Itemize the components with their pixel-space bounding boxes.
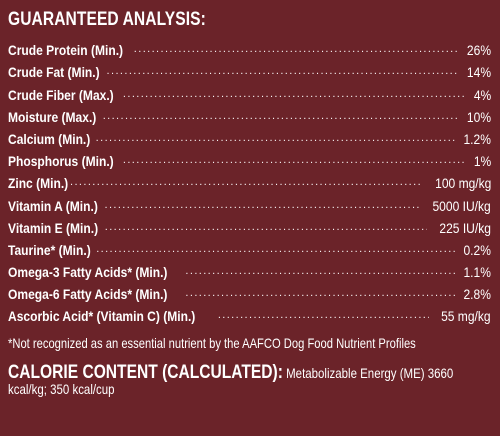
nutrient-value: 100 mg/kg <box>434 175 491 192</box>
nutrient-label: Vitamin E (Min.) <box>8 219 99 236</box>
leader-dots: ........................................… <box>122 154 467 167</box>
leader-dots: ........................................… <box>133 43 459 56</box>
analysis-row: Crude Fiber (Max.) .....................… <box>8 80 491 103</box>
analysis-row: Phosphorus (Min.) ......................… <box>8 147 491 169</box>
nutrient-value: 4% <box>473 86 491 103</box>
nutrient-label: Crude Fiber (Max.) <box>8 86 114 103</box>
analysis-row: Zinc (Min.) ............................… <box>8 169 491 191</box>
analysis-row: Taurine* (Min.) ........................… <box>8 236 491 258</box>
nutrient-value: 0.2% <box>463 241 491 258</box>
nutrient-value: 55 mg/kg <box>441 308 491 325</box>
leader-dots: ........................................… <box>106 65 459 78</box>
leader-dots: ........................................… <box>104 198 420 211</box>
analysis-row: Crude Protein (Min.) ...................… <box>8 36 491 58</box>
nutrient-label: Moisture (Max.) <box>8 108 97 125</box>
leader-dots: ........................................… <box>102 109 459 122</box>
analysis-row: Omega-3 Fatty Acids* (Min.) ............… <box>8 258 491 280</box>
nutrient-value: 1.1% <box>463 264 491 281</box>
leader-dots: ........................................… <box>185 265 455 278</box>
analysis-table: Crude Protein (Min.) ...................… <box>8 36 491 324</box>
footnote: *Not recognized as an essential nutrient… <box>8 335 416 352</box>
nutrient-label: Zinc (Min.) <box>8 175 69 192</box>
nutrient-label: Omega-6 Fatty Acids* (Min.) <box>8 286 168 303</box>
calorie-content: CALORIE CONTENT (CALCULATED): Metaboliza… <box>8 362 492 398</box>
nutrient-value: 2.8% <box>463 286 491 303</box>
leader-dots: ........................................… <box>96 242 455 255</box>
nutrient-label: Crude Fat (Min.) <box>8 64 100 81</box>
nutrient-value: 5000 IU/kg <box>432 197 491 214</box>
analysis-row: Omega-6 Fatty Acids* (Min.) ............… <box>8 280 491 302</box>
nutrient-label: Omega-3 Fatty Acids* (Min.) <box>8 264 168 281</box>
leader-dots: ........................................… <box>70 176 422 189</box>
calorie-text: Metabolizable Energy (ME) 3660 kcal/kg; … <box>8 365 454 398</box>
analysis-row: Crude Fat (Min.) .......................… <box>8 58 491 80</box>
leader-dots: ........................................… <box>104 220 427 233</box>
analysis-title: GUARANTEED ANALYSIS: <box>8 9 206 30</box>
nutrient-value: 10% <box>466 108 491 125</box>
leader-dots: ........................................… <box>95 131 455 144</box>
analysis-row: Moisture (Max.) ........................… <box>8 103 491 125</box>
calorie-heading: CALORIE CONTENT (CALCULATED): <box>8 362 283 384</box>
leader-dots: ........................................… <box>217 309 430 322</box>
nutrient-label: Vitamin A (Min.) <box>8 197 98 214</box>
nutrient-value: 225 IU/kg <box>439 219 491 236</box>
analysis-row: Vitamin A (Min.) .......................… <box>8 191 491 214</box>
analysis-row: Calcium (Min.) .........................… <box>8 125 491 147</box>
nutrient-value: 14% <box>466 64 491 81</box>
nutrient-label: Ascorbic Acid* (Vitamin C) (Min.) <box>8 308 196 325</box>
nutrient-label: Crude Protein (Min.) <box>8 42 124 59</box>
nutrient-label: Phosphorus (Min.) <box>8 153 114 170</box>
nutrient-label: Taurine* (Min.) <box>8 241 91 258</box>
nutrient-value: 1% <box>473 153 491 170</box>
nutrient-value: 26% <box>466 42 491 59</box>
nutrient-label: Calcium (Min.) <box>8 130 91 147</box>
analysis-row: Ascorbic Acid* (Vitamin C) (Min.) ......… <box>8 302 491 324</box>
leader-dots: ........................................… <box>185 287 455 300</box>
nutrient-value: 1.2% <box>463 130 491 147</box>
leader-dots: ........................................… <box>122 87 467 100</box>
analysis-row: Vitamin E (Min.) .......................… <box>8 214 491 236</box>
